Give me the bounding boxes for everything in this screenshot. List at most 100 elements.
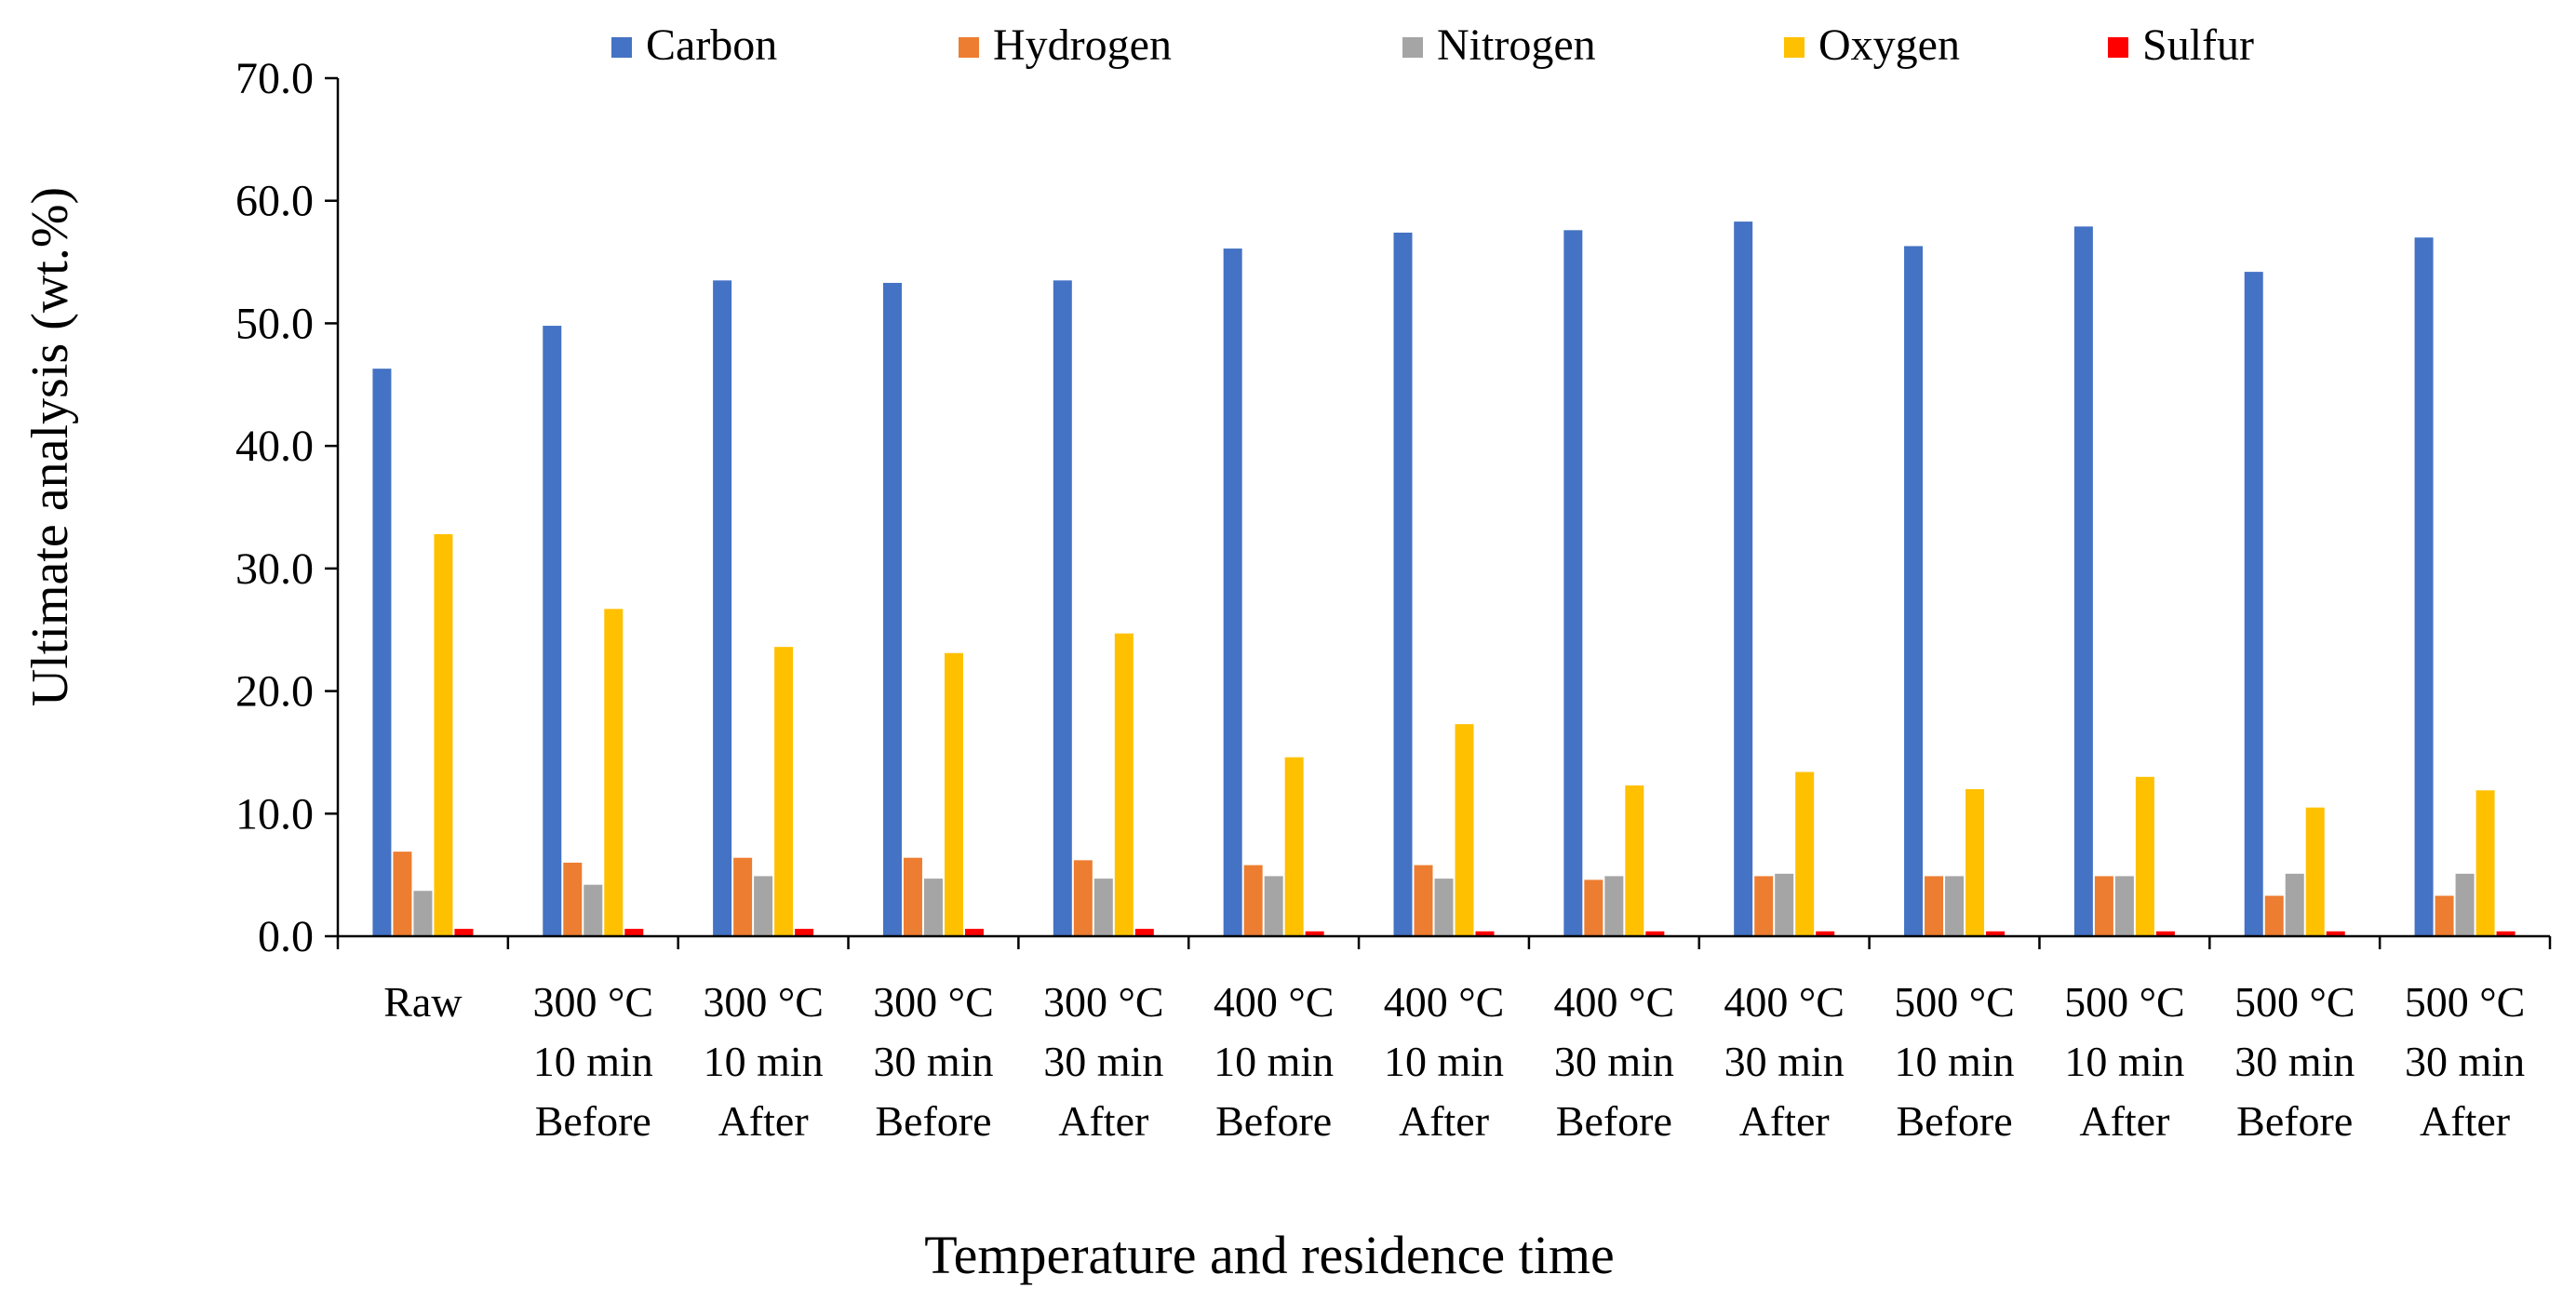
- x-tick-label: 300 °C 30 min Before: [873, 978, 994, 1145]
- bar-oxygen: [1625, 785, 1644, 936]
- bar-sulfur: [2326, 931, 2345, 936]
- y-tick-label: 0.0: [258, 912, 314, 961]
- x-tick-label-line: After: [1739, 1097, 1830, 1145]
- x-tick-label-line: Before: [1896, 1097, 2012, 1145]
- bar-nitrogen: [584, 884, 603, 936]
- bar-hydrogen: [1073, 860, 1093, 936]
- x-axis-title: Temperature and residence time: [924, 1225, 1615, 1285]
- bar-oxygen: [2135, 776, 2154, 936]
- x-tick-label: 400 °C 30 min After: [1724, 978, 1845, 1145]
- y-tick-label: 20.0: [235, 667, 314, 717]
- x-tick-label-line: 10 min: [1895, 1038, 2015, 1085]
- bar-sulfur: [1305, 931, 1324, 936]
- x-tick-label: 500 °C 10 min After: [2064, 978, 2185, 1145]
- x-tick-label: 500 °C 30 min Before: [2234, 978, 2355, 1145]
- bar-nitrogen: [1945, 876, 1965, 936]
- bar-carbon: [1734, 221, 1753, 936]
- x-tick-label: 400 °C 30 min Before: [1554, 978, 1675, 1145]
- bar-carbon: [713, 280, 732, 936]
- x-tick-label-line: 300 °C: [532, 978, 653, 1026]
- bar-carbon: [1393, 232, 1413, 936]
- y-tick-label: 60.0: [235, 177, 314, 226]
- bar-oxygen: [944, 652, 963, 936]
- y-axis-title: Ultimate analysis (wt.%): [21, 187, 79, 706]
- x-tick-label-line: 10 min: [2064, 1038, 2184, 1085]
- x-tick-label-line: 300 °C: [1043, 978, 1164, 1026]
- bar-nitrogen: [413, 891, 433, 936]
- bar-nitrogen: [1093, 879, 1113, 936]
- x-tick-label-line: 400 °C: [1384, 978, 1505, 1026]
- x-tick-label-line: Before: [875, 1097, 991, 1145]
- bar-oxygen: [1114, 633, 1134, 936]
- bar-hydrogen: [2264, 895, 2284, 936]
- y-tick-label: 50.0: [235, 299, 314, 348]
- bar-sulfur: [2496, 931, 2516, 936]
- x-tick-label: 400 °C 10 min After: [1384, 978, 1505, 1145]
- x-tick-label: 500 °C 30 min After: [2405, 978, 2526, 1145]
- x-tick-label-line: 30 min: [1043, 1038, 1163, 1085]
- bar-nitrogen: [2455, 873, 2475, 936]
- bar-oxygen: [2475, 790, 2495, 936]
- bar-carbon: [1904, 246, 1924, 936]
- bar-hydrogen: [2435, 895, 2454, 936]
- bar-nitrogen: [1434, 879, 1454, 936]
- bar-nitrogen: [1604, 876, 1624, 936]
- x-tick-label-line: 400 °C: [1214, 978, 1335, 1026]
- legend-swatch-oxygen: [1784, 37, 1805, 58]
- x-tick-label: 300 °C 30 min After: [1043, 978, 1164, 1145]
- y-tick-label: 70.0: [235, 54, 314, 103]
- bar-oxygen: [434, 533, 453, 936]
- x-tick-label: 500 °C 10 min Before: [1894, 978, 2015, 1145]
- x-tick-label-line: After: [1399, 1097, 1489, 1145]
- x-tick-label-line: 300 °C: [703, 978, 824, 1026]
- x-tick-label-line: 500 °C: [1894, 978, 2015, 1026]
- bar-nitrogen: [923, 879, 943, 936]
- x-tick-label-line: After: [2420, 1097, 2510, 1145]
- bar-hydrogen: [903, 857, 922, 936]
- bar-nitrogen: [2114, 876, 2134, 936]
- x-tick-label-line: 30 min: [2234, 1038, 2355, 1085]
- x-tick-label-line: After: [1058, 1097, 1148, 1145]
- legend: Carbon Hydrogen Nitrogen Oxygen Sulfur: [611, 20, 2254, 70]
- x-tick-label-line: 10 min: [1384, 1038, 1504, 1085]
- bar-carbon: [372, 369, 392, 937]
- bar-sulfur: [964, 929, 984, 936]
- bar-carbon: [2244, 272, 2263, 936]
- bar-sulfur: [1134, 929, 1154, 936]
- legend-label-sulfur: Sulfur: [2142, 20, 2254, 70]
- y-tick-label: 10.0: [235, 789, 314, 839]
- legend-label-nitrogen: Nitrogen: [1437, 20, 1596, 70]
- bar-sulfur: [2155, 931, 2175, 936]
- y-tick-label: 40.0: [235, 422, 314, 471]
- bar-hydrogen: [563, 862, 583, 936]
- bar-nitrogen: [1775, 873, 1794, 936]
- bar-nitrogen: [1264, 876, 1283, 936]
- bar-sulfur: [1645, 931, 1665, 936]
- x-tick-label-line: 10 min: [533, 1038, 653, 1085]
- x-tick-label-line: 500 °C: [2064, 978, 2185, 1026]
- x-tick-label-line: 400 °C: [1554, 978, 1675, 1026]
- legend-swatch-carbon: [611, 37, 632, 58]
- bar-carbon: [1223, 248, 1242, 936]
- y-axis: 0.0 10.0 20.0 30.0 40.0 50.0 60.0 70.0: [235, 54, 338, 961]
- bar-oxygen: [774, 647, 794, 936]
- bar-carbon: [882, 282, 902, 936]
- x-tick-label-line: Before: [535, 1097, 651, 1145]
- legend-label-oxygen: Oxygen: [1818, 20, 1960, 70]
- x-tick-label-line: 400 °C: [1724, 978, 1845, 1026]
- legend-label-carbon: Carbon: [646, 20, 777, 70]
- x-tick-label-line: 10 min: [1214, 1038, 1334, 1085]
- bar-sulfur: [795, 929, 814, 936]
- x-tick-label-line: 30 min: [1724, 1038, 1845, 1085]
- bar-carbon: [1563, 230, 1583, 937]
- bar-hydrogen: [2094, 876, 2113, 936]
- bar-series-group: [372, 221, 2516, 937]
- x-tick-label-line: 30 min: [2405, 1038, 2525, 1085]
- bar-carbon: [2073, 226, 2093, 937]
- x-tick-label: 300 °C 10 min Before: [532, 978, 653, 1145]
- bar-oxygen: [2305, 807, 2325, 936]
- bar-oxygen: [1795, 772, 1815, 936]
- legend-swatch-hydrogen: [959, 37, 979, 58]
